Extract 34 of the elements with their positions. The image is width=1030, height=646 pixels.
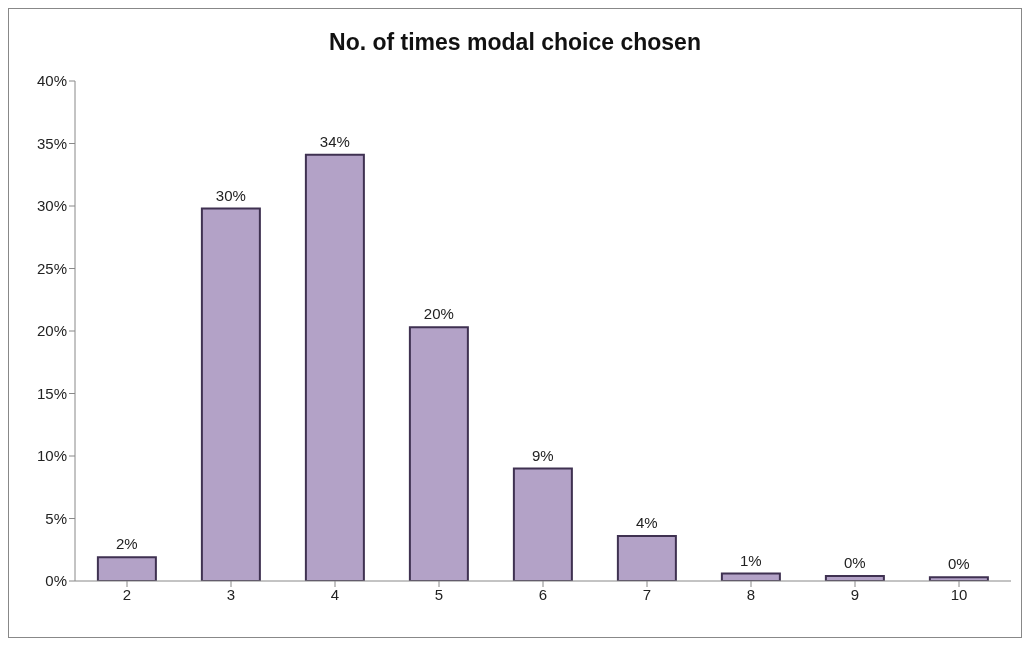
chart-title: No. of times modal choice chosen	[328, 29, 702, 56]
y-tick-label: 25%	[36, 259, 67, 277]
y-tick-label: 5%	[45, 509, 67, 527]
x-tick-label: 8	[746, 585, 756, 603]
x-tick-label: 7	[642, 585, 652, 603]
data-label: 34%	[319, 132, 350, 150]
y-tick-label: 10%	[36, 447, 67, 465]
data-label: 20%	[423, 305, 454, 323]
x-tick-label: 3	[226, 585, 236, 603]
x-tick-label: 6	[538, 585, 548, 603]
x-tick-label: 5	[434, 585, 444, 603]
y-tick-label: 15%	[36, 384, 67, 402]
y-tick-label: 35%	[36, 134, 67, 152]
y-tick-label: 0%	[45, 572, 67, 590]
data-label: 0%	[844, 554, 866, 571]
x-tick-label: 9	[850, 585, 860, 603]
y-tick-label: 30%	[36, 197, 67, 215]
bar	[96, 556, 157, 581]
x-tick-label: 2	[122, 585, 132, 603]
bar	[408, 326, 469, 581]
bar	[512, 467, 573, 581]
data-label: 0%	[948, 555, 970, 573]
y-tick-label: 20%	[36, 322, 67, 340]
data-label: 2%	[116, 535, 138, 553]
data-label: 9%	[532, 446, 554, 464]
data-label: 4%	[636, 514, 658, 531]
x-tick-label: 10	[950, 585, 968, 603]
x-tick-label: 4	[330, 585, 340, 603]
bar	[616, 535, 677, 581]
bar	[200, 207, 261, 581]
y-tick-label: 40%	[36, 72, 67, 90]
bar	[304, 153, 365, 581]
data-label: 30%	[215, 186, 246, 204]
data-label: 1%	[740, 551, 762, 569]
